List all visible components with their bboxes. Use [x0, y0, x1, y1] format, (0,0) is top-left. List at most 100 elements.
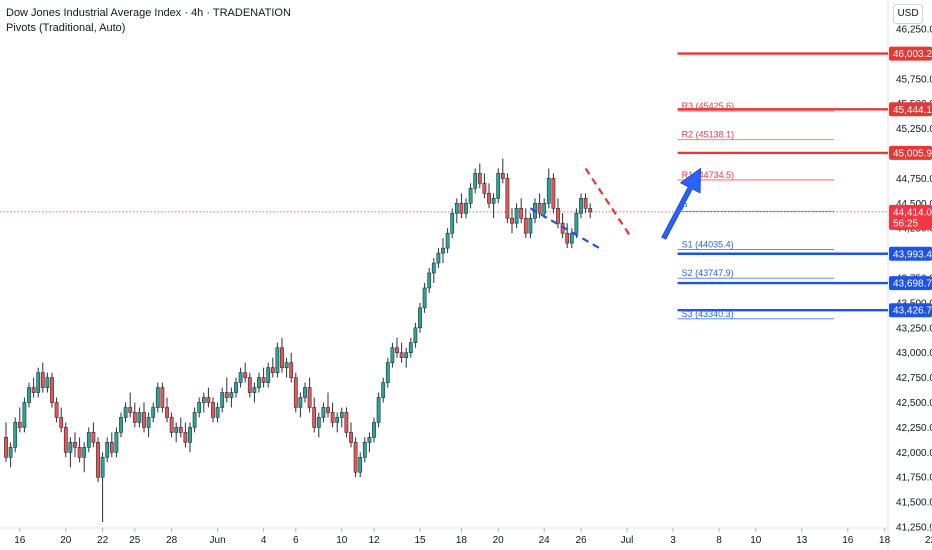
time-tick-label: 22 [97, 535, 109, 546]
candle [399, 342, 404, 363]
price-tick-label: 46,250.0 [896, 25, 932, 36]
candle [132, 402, 137, 428]
candle [275, 342, 280, 378]
candle-body-bearish [459, 203, 464, 214]
candle-body-bullish [238, 372, 243, 383]
candle [519, 198, 524, 224]
candle [128, 392, 133, 418]
candle [215, 402, 220, 423]
candle [316, 412, 321, 438]
candle-body-bullish [464, 203, 468, 214]
candle-body-bullish [86, 432, 91, 448]
candle [487, 183, 491, 209]
candle-body-bearish [307, 387, 312, 408]
candle [367, 432, 372, 453]
candle [73, 432, 77, 458]
candle [335, 412, 340, 433]
grid [0, 0, 889, 550]
price-tick-label: 42,250.0 [896, 423, 932, 434]
candle-body-bullish [68, 442, 73, 453]
candle-body-bullish [574, 212, 579, 234]
candle [211, 397, 215, 423]
candle-body-bearish [395, 347, 399, 354]
time-tick-label: 18 [456, 535, 468, 546]
candle [146, 412, 151, 438]
candle [284, 357, 289, 378]
currency-button[interactable]: USD [893, 4, 923, 24]
candle [579, 193, 583, 219]
candle [13, 417, 18, 453]
candle [450, 208, 455, 239]
candle [454, 198, 459, 224]
candle-body-bearish [206, 397, 211, 403]
candle-body-bearish [399, 352, 404, 358]
candle [537, 193, 542, 219]
candle-body-bullish [542, 203, 547, 214]
candle [418, 302, 422, 333]
candle-body-bullish [201, 397, 206, 403]
candle-body-bullish [358, 456, 363, 473]
candle [349, 422, 353, 448]
candle-body-bearish [477, 173, 482, 184]
time-tick-label: 3 [670, 535, 676, 546]
candle-body-bearish [312, 407, 317, 428]
candle [358, 452, 363, 478]
candle [464, 198, 468, 219]
candle [266, 362, 271, 388]
price-tick-label: 41,250.0 [896, 523, 932, 534]
candle-body-bearish [243, 372, 248, 378]
candle-body-bearish [142, 412, 146, 428]
candle [381, 377, 386, 403]
time-axis[interactable]: 16 20 22 25 28 Jun 4 6 10 12 15 18 20 24 26 Jul 3 8 10 13 16… [14, 528, 932, 546]
candle-body-bearish [73, 442, 77, 448]
price-tick-label: 45,250.0 [896, 124, 932, 135]
time-tick-label: 20 [493, 535, 505, 546]
candle-body-bullish [229, 392, 234, 398]
candle-body-bearish [224, 392, 229, 398]
candle-body-bearish [17, 422, 22, 428]
candle-body-bullish [100, 456, 105, 478]
candle [528, 213, 533, 239]
candle-body-bearish [160, 387, 165, 408]
candle [514, 203, 519, 229]
candle-body-bearish [40, 372, 45, 388]
candle [119, 412, 123, 438]
candle-body-bearish [565, 232, 570, 244]
candle-body-bullish [119, 417, 123, 433]
candle-body-bearish [178, 427, 183, 433]
candle-body-bearish [289, 362, 294, 378]
price-tick-label: 44,750.0 [896, 174, 932, 185]
candle [96, 437, 100, 483]
time-tick-label: Jun [210, 535, 226, 546]
indicator-legend[interactable]: Pivots (Traditional, Auto) [6, 22, 126, 34]
price-tick-label: 44,500.0 [896, 199, 932, 210]
candle [243, 362, 248, 383]
candle [344, 407, 349, 438]
candle-body-bullish [422, 287, 427, 309]
candle [261, 367, 266, 388]
candle-body-bearish [54, 402, 59, 418]
candle-body-bullish [579, 198, 583, 214]
candle [385, 357, 390, 388]
candle-body-bullish [385, 362, 390, 383]
candle-body-bearish [523, 217, 528, 234]
time-tick-label: 22 [925, 535, 932, 546]
price-tag-label: 43,993.4 [893, 249, 932, 260]
time-tick-label: 15 [414, 535, 426, 546]
candle [390, 342, 395, 368]
candle-body-bearish [211, 402, 215, 418]
candle-body-bullish [137, 412, 142, 423]
candle [155, 382, 160, 413]
pivot-lines: R3 (45425.6) R2 (45138.1) R1 (44734.5) P S1 … [677, 101, 834, 320]
candle [556, 198, 560, 229]
resistance-price-tag: 46,003.2 [889, 46, 932, 61]
candle [197, 397, 202, 418]
candle-body-bearish [293, 377, 298, 408]
candle-body-bearish [505, 178, 510, 219]
candle-body-bullish [468, 188, 473, 204]
price-tag-bg [889, 303, 932, 318]
price-tag-label: 43,426.7 [893, 306, 932, 317]
candle-body-bearish [519, 207, 524, 219]
candle [86, 427, 91, 453]
